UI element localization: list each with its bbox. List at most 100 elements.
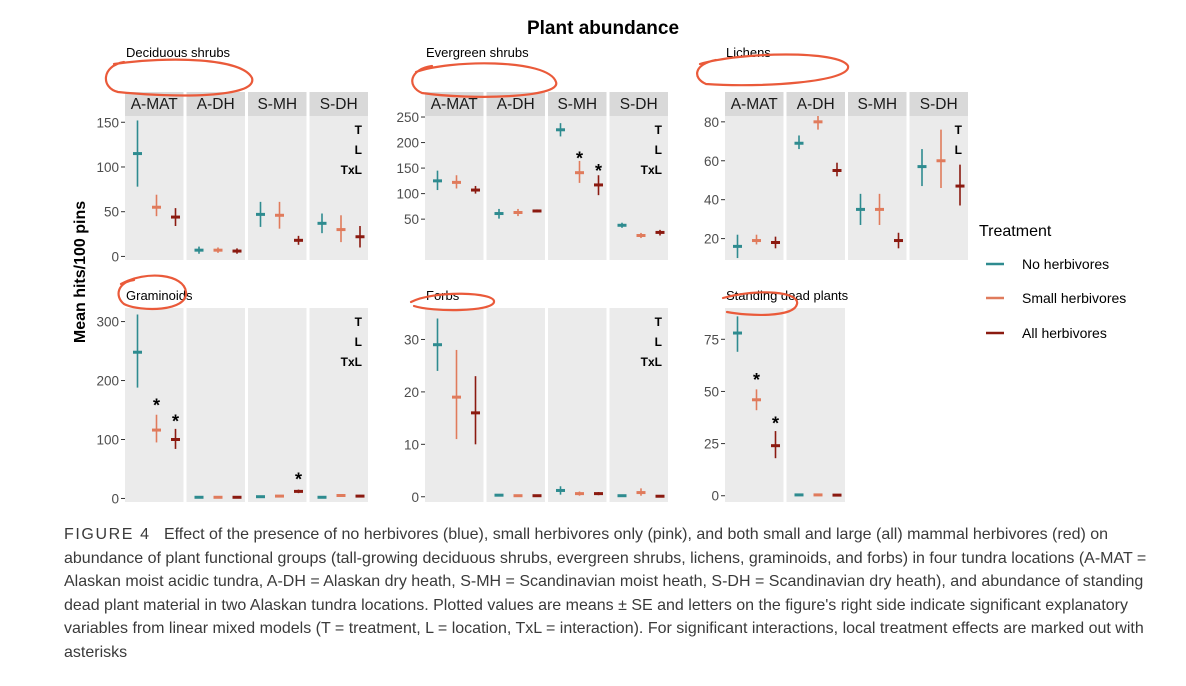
point-no-herbivores	[433, 170, 442, 191]
point-no-herbivores	[794, 493, 804, 497]
figure-caption: FIGURE 4 Effect of the presence of no he…	[64, 523, 1154, 664]
significance-asterisk: *	[753, 370, 760, 390]
y-tick-label: 25	[704, 437, 719, 452]
significance-letter: L	[955, 143, 962, 157]
point-no-herbivores	[317, 495, 327, 499]
point-all-herbivores	[771, 236, 780, 249]
point-no-herbivores	[794, 135, 804, 150]
significance-asterisk: *	[595, 161, 602, 181]
facet-background	[425, 308, 484, 502]
point-small-herbivores	[275, 494, 284, 498]
y-tick-label: 100	[96, 432, 119, 447]
point-all-herbivores	[771, 431, 780, 459]
y-tick-label: 100	[396, 187, 419, 202]
facet-label: S-DH	[320, 96, 358, 113]
point-no-herbivores	[133, 314, 142, 388]
point-no-herbivores	[556, 123, 565, 137]
facet-background	[725, 116, 784, 260]
point-small-herbivores	[152, 194, 161, 217]
legend-label-all-herbivores: All herbivores	[1022, 325, 1107, 341]
annotation-circle	[104, 58, 254, 97]
facet-background	[848, 116, 907, 260]
facet-label: A-DH	[197, 96, 235, 113]
point-all-herbivores	[232, 495, 242, 499]
point-all-herbivores	[355, 494, 365, 498]
point-small-herbivores	[452, 349, 461, 440]
legend: Treatment No herbivores Small herbivores…	[979, 223, 1126, 341]
point-all-herbivores	[171, 208, 180, 227]
point-no-herbivores	[556, 486, 565, 495]
y-axis-label: Mean hits/100 pins	[72, 201, 89, 343]
y-tick-label: 30	[404, 332, 419, 347]
facet-background	[548, 308, 607, 502]
annotation-circle	[721, 291, 799, 317]
facet-background	[786, 116, 845, 260]
y-tick-label: 50	[104, 205, 119, 220]
facet-strip	[725, 92, 784, 116]
figure-caption-label: FIGURE 4	[64, 526, 151, 543]
significance-letter: L	[355, 143, 362, 157]
point-all-herbivores	[294, 489, 303, 494]
facet-label: S-MH	[857, 96, 897, 113]
point-all-herbivores	[532, 494, 542, 498]
significance-asterisk: *	[172, 411, 179, 431]
point-no-herbivores	[733, 234, 742, 259]
legend-label-no-herbivores: No herbivores	[1022, 256, 1109, 272]
y-tick-label: 300	[96, 315, 119, 330]
point-all-herbivores	[955, 164, 965, 206]
point-all-herbivores	[232, 248, 242, 254]
point-no-herbivores	[617, 222, 627, 228]
point-small-herbivores	[336, 494, 346, 498]
facet-background	[309, 308, 368, 502]
figure-plant-abundance: Plant abundance Mean hits/100 pins Decid…	[72, 18, 1126, 506]
point-small-herbivores	[752, 389, 761, 411]
panel-title: Deciduous shrubs	[126, 45, 231, 60]
point-no-herbivores	[256, 201, 265, 227]
point-no-herbivores	[317, 213, 327, 234]
point-small-herbivores	[575, 160, 584, 183]
hand-drawn-annotations	[104, 53, 850, 317]
point-small-herbivores	[936, 129, 946, 188]
y-tick-label: 0	[711, 489, 719, 504]
significance-asterisk: *	[576, 148, 583, 168]
panel-deciduous-shrubs: Deciduous shrubs A-MAT A-DH S-MH S-DH 0 50 100 1…	[96, 45, 368, 264]
facet-label: A-DH	[797, 96, 835, 113]
point-all-herbivores	[471, 376, 480, 445]
facet-label: S-DH	[920, 96, 958, 113]
y-tick-label: 50	[404, 212, 419, 227]
facet-background	[486, 308, 545, 502]
significance-letter: L	[655, 143, 662, 157]
facet-background	[186, 116, 245, 260]
significance-letter: TxL	[641, 355, 662, 369]
facet-background	[125, 308, 184, 502]
facet-background	[125, 116, 184, 260]
point-all-herbivores	[655, 494, 665, 498]
point-all-herbivores	[655, 229, 665, 236]
point-all-herbivores	[171, 428, 180, 449]
facet-strip	[609, 92, 668, 116]
point-all-herbivores	[594, 492, 603, 496]
significance-asterisk: *	[153, 395, 160, 415]
significance-letter: TxL	[341, 355, 362, 369]
y-tick-label: 100	[96, 160, 119, 175]
chart-title: Plant abundance	[527, 18, 679, 39]
y-tick-label: 0	[111, 249, 119, 264]
point-small-herbivores	[875, 193, 884, 225]
facet-label: A-DH	[497, 96, 535, 113]
facet-background	[486, 116, 545, 260]
significance-letter: T	[355, 315, 363, 329]
point-all-herbivores	[832, 162, 842, 177]
y-tick-label: 80	[704, 115, 719, 130]
facet-background	[548, 116, 607, 260]
y-tick-label: 0	[411, 490, 419, 505]
facet-background	[609, 308, 668, 502]
significance-letter: TxL	[641, 163, 662, 177]
point-small-herbivores	[636, 488, 646, 496]
point-small-herbivores	[452, 175, 461, 189]
facet-strip	[909, 92, 968, 116]
y-tick-label: 75	[704, 332, 719, 347]
y-tick-label: 200	[396, 136, 419, 151]
point-all-herbivores	[594, 175, 603, 196]
